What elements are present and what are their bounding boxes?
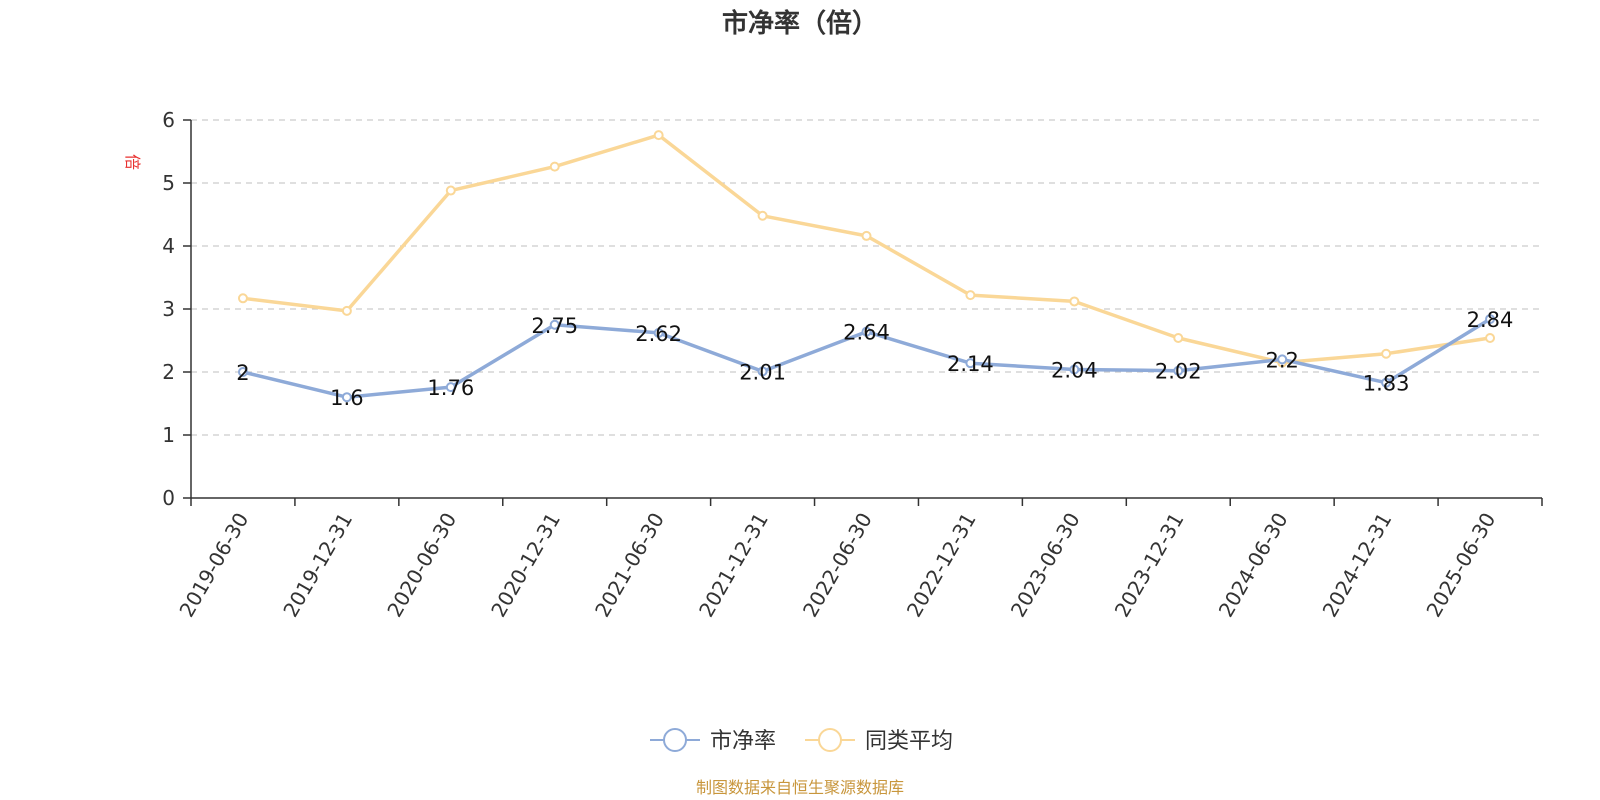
- x-tick-label: 2020-12-31: [486, 509, 565, 622]
- series-0-point: [1173, 365, 1184, 376]
- legend-item-0[interactable]: 市净率: [650, 728, 776, 754]
- x-tick-label: 2019-06-30: [174, 509, 253, 622]
- series-1-point: [653, 130, 664, 141]
- series-1-point: [1485, 332, 1496, 343]
- x-tick-label: 2024-12-31: [1318, 509, 1397, 622]
- legend[interactable]: 市净率 同类平均: [650, 728, 953, 754]
- x-tick-label: 2024-06-30: [1214, 509, 1293, 622]
- data-source-note: 制图数据来自恒生聚源数据库: [696, 778, 904, 797]
- x-tick-label: 2020-06-30: [382, 509, 461, 622]
- series-points: [237, 130, 1496, 403]
- data-label: 1.83: [1363, 372, 1410, 396]
- data-label: 1.6: [330, 386, 363, 410]
- data-label: 2: [236, 361, 249, 385]
- data-label: 2.04: [1051, 358, 1098, 382]
- x-tick-label: 2019-12-31: [278, 509, 357, 622]
- data-label: 2.64: [843, 321, 890, 345]
- data-label: 1.76: [427, 376, 474, 400]
- series-1-point: [1173, 332, 1184, 343]
- legend-label: 市净率: [710, 729, 776, 754]
- y-tick-label: 6: [162, 108, 175, 132]
- legend-swatch-marker: [818, 728, 842, 752]
- series-0-point: [445, 382, 456, 393]
- x-tick-label: 2023-06-30: [1006, 509, 1085, 622]
- y-tick-label: 1: [162, 423, 175, 447]
- y-tick-label: 3: [162, 297, 175, 321]
- series-0-point: [861, 326, 872, 337]
- x-tick-label: 2021-06-30: [590, 509, 669, 622]
- data-label: 2.01: [739, 360, 786, 384]
- data-label: 2.2: [1265, 348, 1298, 372]
- series-0-point: [1277, 354, 1288, 365]
- series-0-point: [1381, 377, 1392, 388]
- series-0-point: [237, 367, 248, 377]
- legend-item-1[interactable]: 同类平均: [805, 728, 953, 754]
- data-label: 2.62: [635, 322, 682, 346]
- series-1-point: [757, 210, 768, 221]
- y-tick-label: 2: [162, 360, 175, 384]
- x-tick-label: 2022-06-30: [798, 509, 877, 622]
- series-1-point: [1381, 348, 1392, 359]
- series-1-point: [861, 230, 872, 241]
- series-0-point: [341, 392, 352, 403]
- series-1-point: [549, 161, 560, 172]
- data-label: 2.14: [947, 352, 994, 376]
- legend-label: 同类平均: [865, 729, 953, 754]
- x-tick-label: 2023-12-31: [1110, 509, 1189, 622]
- data-label: 2.84: [1467, 308, 1514, 332]
- series-0-point: [549, 319, 560, 330]
- series-1-point: [237, 293, 248, 304]
- data-labels: 2 1.6 1.76 2.75 2.62 2.01 2.64 2.14 2.04 2.02 2.2 1…: [236, 308, 1513, 410]
- series-0-point: [757, 366, 768, 377]
- series-1-point: [965, 290, 976, 301]
- x-tick-label: 2025-06-30: [1421, 509, 1500, 622]
- y-tick-label: 0: [162, 486, 175, 510]
- series-1-point: [341, 305, 352, 316]
- series-0-point: [653, 327, 664, 338]
- series-1-point: [1069, 296, 1080, 307]
- y-axis-unit-label: 倍: [123, 154, 142, 170]
- axes: 0 1 2 3 4 5 6 2019-06-30 2019-12-31 2020-06-30 202…: [162, 108, 1543, 622]
- series-1-point: [445, 185, 456, 196]
- legend-swatch-marker: [663, 728, 687, 752]
- data-label: 2.75: [531, 314, 578, 338]
- y-tick-label: 4: [162, 234, 175, 258]
- series-0-point: [965, 358, 976, 369]
- data-label: 2.02: [1155, 360, 1202, 384]
- x-tick-label: 2022-12-31: [902, 509, 981, 622]
- series-0-point: [1069, 364, 1080, 375]
- grid-lines: [191, 119, 1542, 436]
- chart-title: 市净率（倍）: [722, 8, 878, 39]
- y-tick-label: 5: [162, 171, 175, 195]
- x-tick-label: 2021-12-31: [694, 509, 773, 622]
- series-lines: [242, 133, 1491, 399]
- series-0-point: [1485, 314, 1496, 325]
